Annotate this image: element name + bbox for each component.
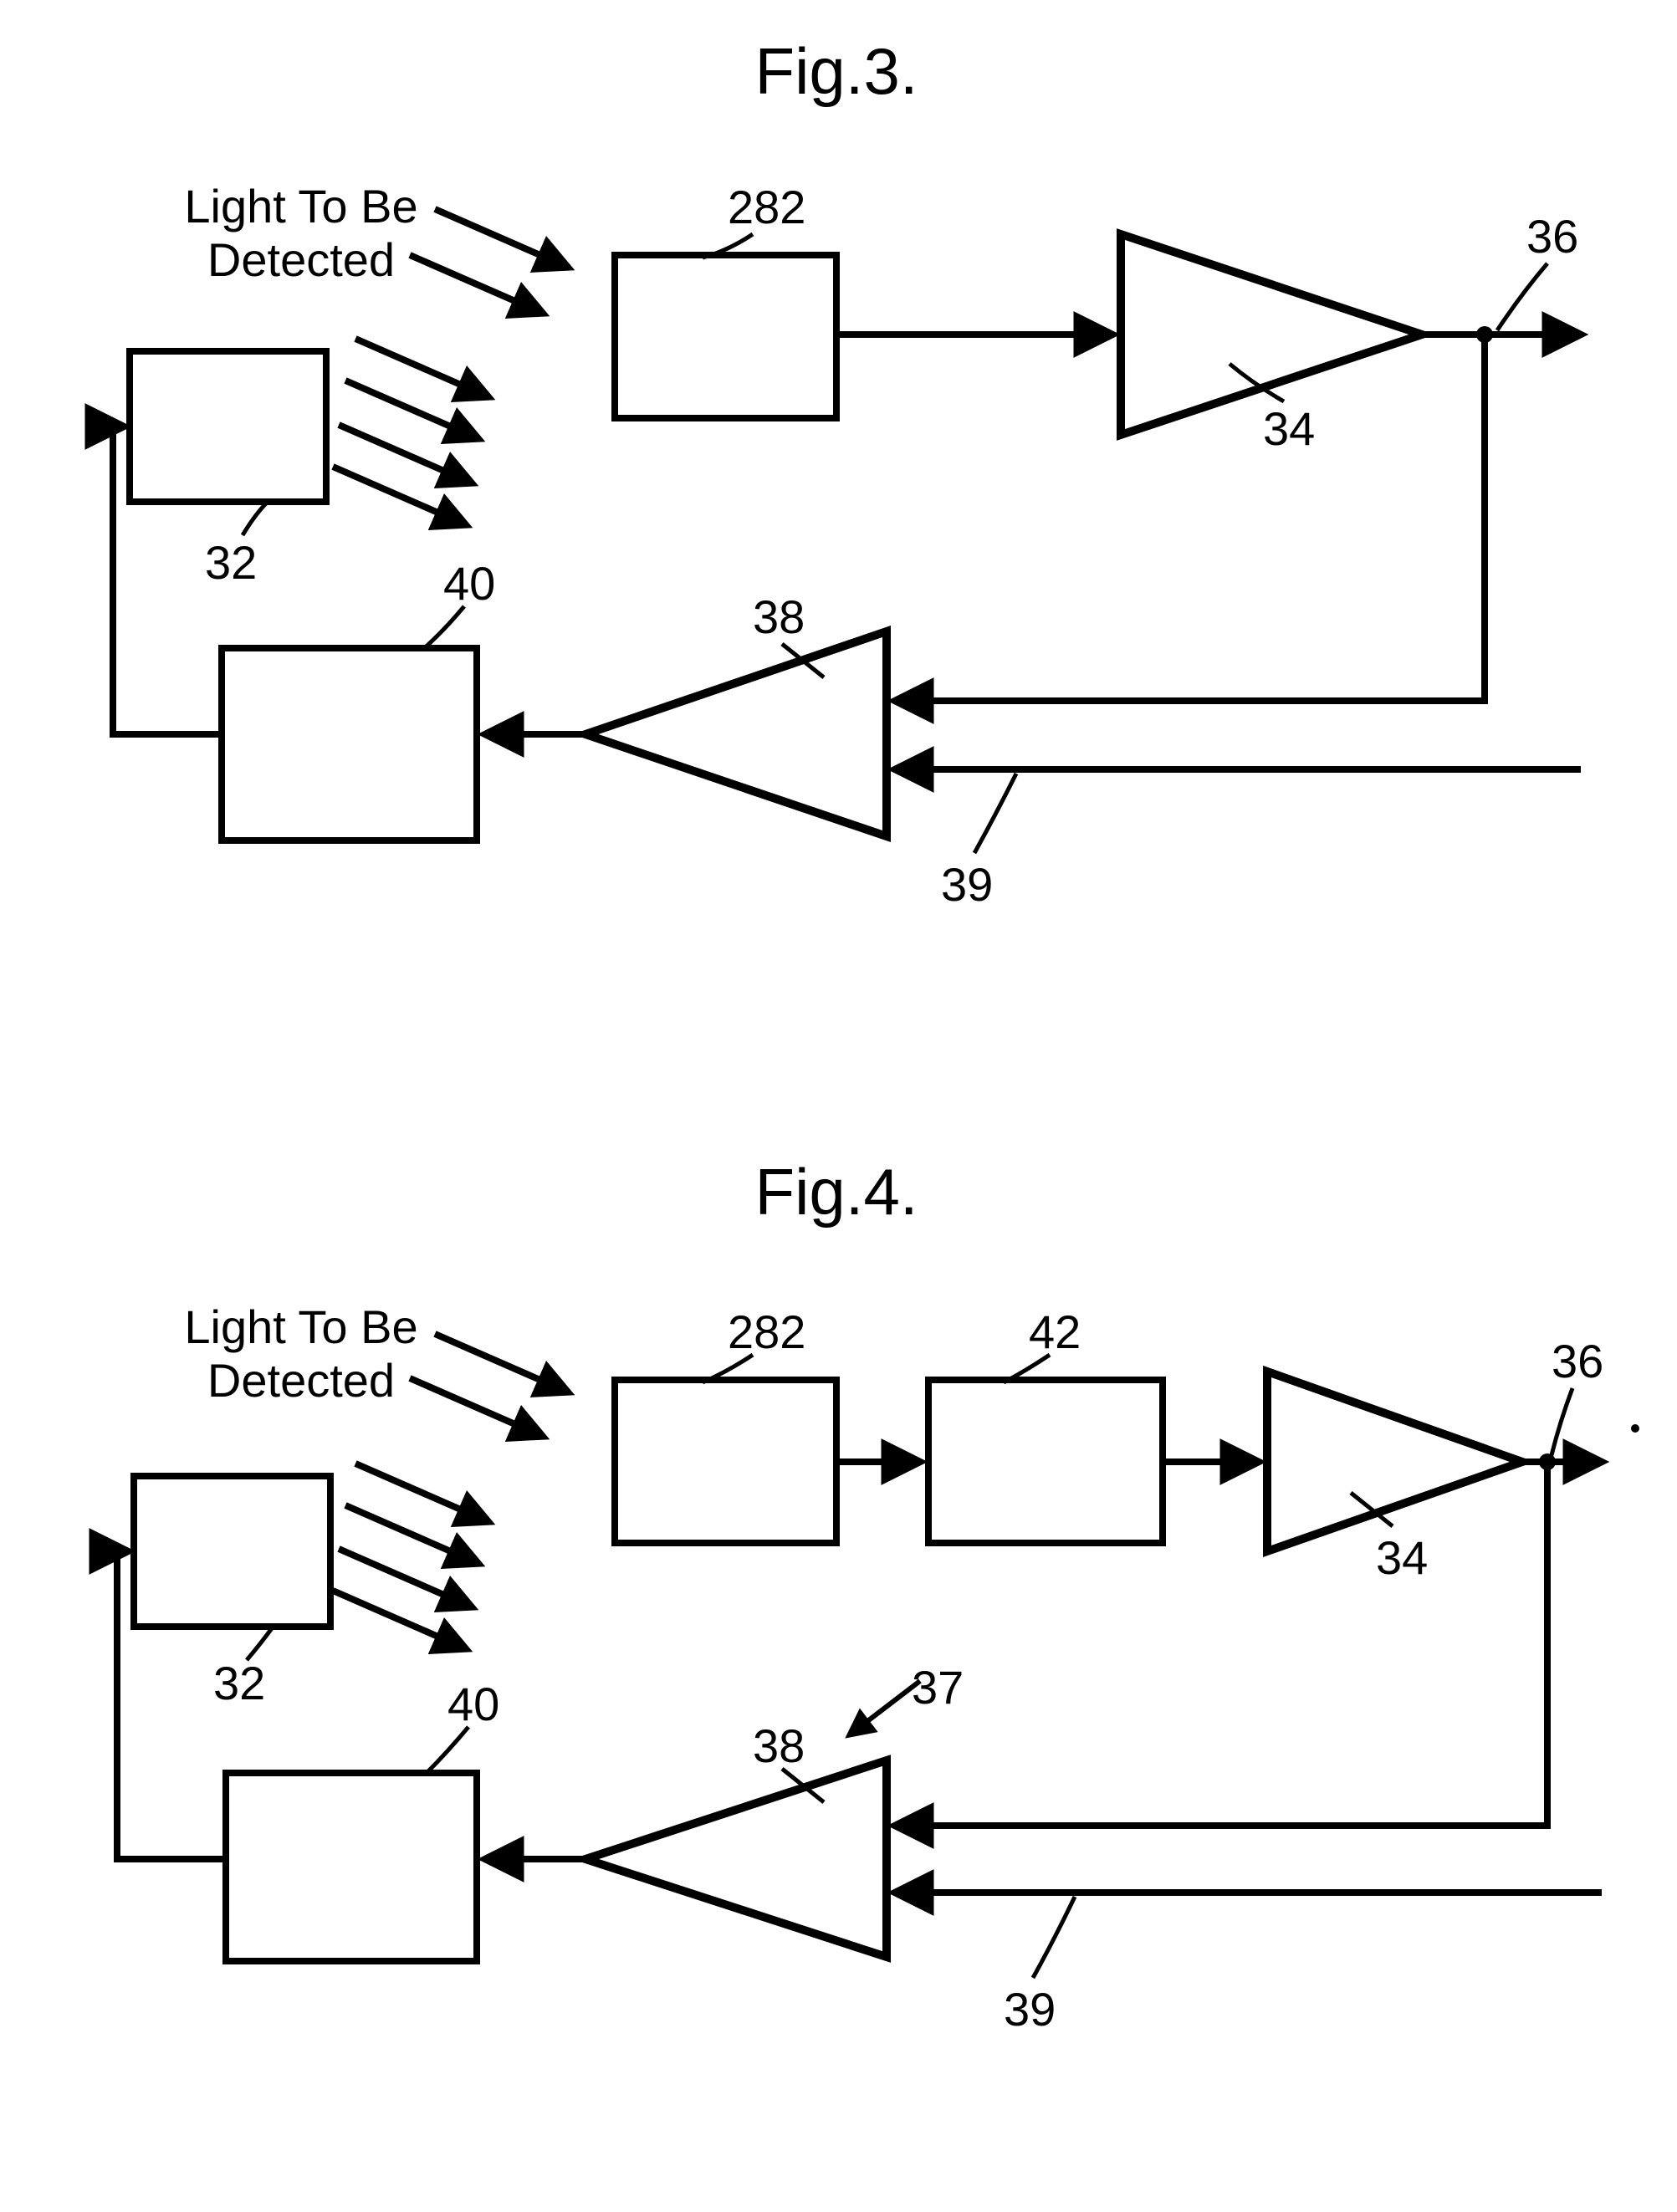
fig4-leader-37-arrow: [849, 1681, 920, 1735]
fig4-block-32: [134, 1476, 330, 1627]
fig4-group: [117, 1334, 1639, 1978]
fig4-leader-32: [247, 1625, 274, 1660]
fig4-leader-40: [427, 1727, 468, 1773]
fig3-block-282: [615, 255, 836, 418]
fig3-block-40: [222, 648, 477, 840]
fig4-block-282: [615, 1380, 836, 1543]
fig4-light-arrows-top: [410, 1334, 569, 1437]
fig3-light-arrows-bottom: [333, 339, 489, 525]
fig4-amp-34: [1267, 1372, 1522, 1551]
fig3-leader-32: [243, 502, 268, 535]
fig4-block-42: [928, 1380, 1163, 1543]
fig4-stray-dot: [1631, 1424, 1639, 1433]
fig4-amp-38: [585, 1760, 887, 1957]
fig3-amp-34: [1121, 234, 1422, 435]
fig4-block-40: [226, 1773, 477, 1961]
fig3-leader-40: [422, 606, 464, 650]
page: Fig.3. Fig.4. Light To Be Detected Light…: [0, 0, 1677, 2212]
fig4-leader-39: [1033, 1897, 1075, 1978]
fig3-light-arrows-top: [410, 209, 569, 314]
fig3-amp-38: [585, 631, 887, 836]
fig4-light-arrows-bottom: [333, 1464, 489, 1649]
diagram-svg: [0, 0, 1677, 2212]
fig3-leader-36: [1497, 263, 1547, 330]
fig3-block-32: [130, 351, 326, 502]
fig3-group: [113, 209, 1581, 853]
fig3-leader-39: [974, 774, 1016, 853]
fig4-leader-36: [1552, 1388, 1572, 1455]
